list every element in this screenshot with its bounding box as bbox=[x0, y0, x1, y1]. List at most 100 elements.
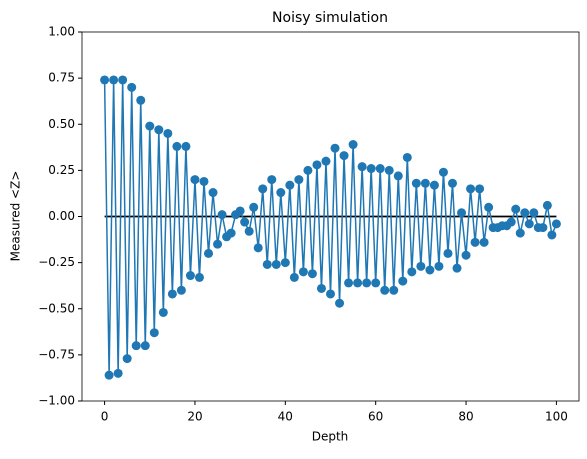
point bbox=[470, 237, 480, 247]
point bbox=[204, 248, 214, 258]
point bbox=[402, 152, 412, 162]
x-axis-label: Depth bbox=[312, 430, 349, 444]
point bbox=[389, 285, 399, 295]
point bbox=[357, 162, 367, 172]
point bbox=[380, 285, 390, 295]
x-tick-label: 100 bbox=[545, 410, 568, 424]
point bbox=[398, 276, 408, 286]
point bbox=[163, 128, 173, 138]
point bbox=[461, 250, 471, 260]
point bbox=[371, 278, 381, 288]
point bbox=[384, 165, 394, 175]
point bbox=[511, 204, 521, 214]
axes-frame bbox=[81, 31, 580, 402]
point bbox=[538, 223, 548, 233]
point bbox=[294, 175, 304, 185]
point bbox=[484, 202, 494, 212]
point bbox=[145, 121, 155, 131]
point bbox=[330, 143, 340, 153]
point bbox=[326, 289, 335, 299]
point bbox=[551, 219, 561, 229]
point bbox=[303, 165, 313, 175]
point bbox=[235, 206, 245, 216]
point bbox=[366, 164, 376, 174]
y-tick-label: 0.50 bbox=[48, 117, 75, 131]
point bbox=[479, 237, 489, 247]
point bbox=[172, 141, 182, 151]
point bbox=[307, 269, 317, 279]
point bbox=[262, 259, 272, 269]
point bbox=[122, 354, 132, 364]
point bbox=[285, 180, 295, 190]
point bbox=[393, 171, 403, 181]
point bbox=[547, 230, 557, 240]
point bbox=[416, 261, 426, 271]
point bbox=[199, 176, 209, 186]
point bbox=[194, 272, 204, 282]
point bbox=[542, 200, 552, 210]
y-axis-label: Measured <Z> bbox=[9, 171, 23, 262]
point bbox=[267, 175, 277, 185]
point bbox=[208, 188, 218, 198]
point bbox=[362, 278, 372, 288]
point bbox=[176, 285, 186, 295]
y-tick-label: −0.50 bbox=[38, 301, 75, 315]
point bbox=[136, 95, 146, 105]
point bbox=[280, 258, 290, 268]
point bbox=[447, 178, 457, 188]
point bbox=[167, 289, 177, 299]
point bbox=[226, 228, 236, 238]
x-tick-label: 60 bbox=[368, 410, 383, 424]
point bbox=[213, 239, 223, 249]
point bbox=[185, 271, 195, 281]
x-tick-label: 40 bbox=[278, 410, 293, 424]
y-tick-label: −0.25 bbox=[38, 255, 75, 269]
point bbox=[475, 184, 485, 194]
y-tick-label: 0.00 bbox=[48, 209, 75, 223]
point bbox=[312, 160, 322, 170]
point bbox=[321, 156, 331, 166]
point bbox=[113, 368, 123, 378]
point bbox=[411, 178, 421, 188]
y-tick-label: 1.00 bbox=[48, 25, 75, 39]
y-tick-label: −1.00 bbox=[38, 394, 75, 408]
point bbox=[140, 341, 150, 351]
point bbox=[506, 217, 516, 227]
x-tick-label: 20 bbox=[187, 410, 202, 424]
point bbox=[154, 125, 164, 135]
point bbox=[524, 219, 534, 229]
point bbox=[289, 272, 299, 282]
point bbox=[466, 184, 476, 194]
point bbox=[118, 75, 128, 85]
point bbox=[457, 208, 467, 218]
point bbox=[298, 267, 308, 277]
point bbox=[240, 217, 250, 227]
point bbox=[344, 278, 354, 288]
point bbox=[529, 208, 539, 218]
point bbox=[434, 261, 444, 271]
point bbox=[420, 178, 430, 188]
point bbox=[335, 298, 345, 308]
chart-title: Noisy simulation bbox=[272, 10, 388, 26]
point bbox=[109, 75, 119, 85]
point bbox=[249, 202, 259, 212]
y-tick-label: −0.75 bbox=[38, 347, 75, 361]
point bbox=[271, 259, 281, 269]
point bbox=[520, 208, 530, 218]
point bbox=[253, 243, 263, 253]
point bbox=[127, 82, 137, 92]
point bbox=[158, 307, 168, 317]
point bbox=[190, 175, 200, 185]
y-tick-label: 0.25 bbox=[48, 163, 75, 177]
point bbox=[104, 370, 114, 380]
point bbox=[375, 164, 385, 174]
point bbox=[348, 140, 358, 150]
point bbox=[131, 341, 141, 351]
point bbox=[515, 228, 525, 238]
point bbox=[443, 248, 453, 258]
point bbox=[181, 141, 191, 151]
point bbox=[407, 267, 417, 277]
point bbox=[316, 283, 326, 293]
point bbox=[244, 226, 254, 236]
